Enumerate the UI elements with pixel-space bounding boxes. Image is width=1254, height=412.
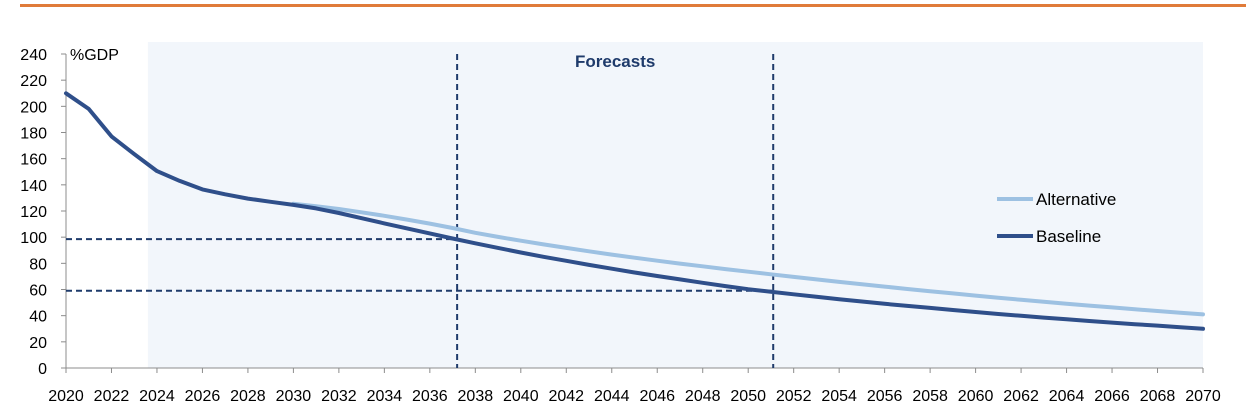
x-tick-label: 2030	[276, 388, 312, 405]
x-tick-label: 2070	[1185, 388, 1221, 405]
x-tick-label: 2022	[94, 388, 130, 405]
x-tick-label: 2054	[821, 388, 857, 405]
series-line-baseline	[64, 91, 1205, 331]
forecast-region: Forecasts	[147, 42, 1203, 368]
x-tick-label: 2068	[1140, 388, 1176, 405]
y-tick-label: 140	[20, 178, 47, 195]
x-tick-label: 2066	[1094, 388, 1130, 405]
reference-lines	[66, 54, 775, 368]
y-tick-label: 200	[20, 99, 47, 116]
x-tick-label: 2034	[367, 388, 403, 405]
x-tick-label: 2032	[321, 388, 357, 405]
y-tick-label: 40	[29, 309, 47, 326]
x-tick-label: 2028	[230, 388, 266, 405]
legend-item-alternative: Alternative	[997, 190, 1116, 209]
x-tick-label: 2064	[1049, 388, 1085, 405]
y-tick-label: 100	[20, 230, 47, 247]
y-tick-label: 80	[29, 256, 47, 273]
x-tick-label: 2040	[503, 388, 539, 405]
series-lines	[64, 91, 1205, 331]
x-axis: 2020 2022 2024 2026 2028 2030 2032 2034 2036 2038…	[48, 367, 1221, 405]
y-axis: 0 20 40 60 80 100 120 140 160 180 200 220 240	[20, 47, 67, 378]
x-tick-label: 2056	[867, 388, 903, 405]
x-tick-label: 2060	[958, 388, 994, 405]
y-tick-label: 220	[20, 73, 47, 90]
x-tick-label: 2062	[1003, 388, 1039, 405]
y-tick-label: 60	[29, 283, 47, 300]
x-tick-label: 2046	[639, 388, 675, 405]
x-tick-label: 2044	[594, 388, 630, 405]
x-tick-label: 2052	[776, 388, 812, 405]
x-tick-label: 2026	[185, 388, 221, 405]
x-tick-label: 2038	[458, 388, 494, 405]
legend-label-baseline: Baseline	[1036, 227, 1101, 246]
legend: Alternative Baseline	[997, 190, 1116, 246]
y-axis-unit-label: %GDP	[70, 47, 119, 64]
forecast-label: Forecasts	[575, 52, 655, 71]
y-tick-label: 180	[20, 126, 47, 143]
y-tick-label: 160	[20, 152, 47, 169]
x-tick-label: 2024	[139, 388, 175, 405]
y-tick-label: 120	[20, 204, 47, 221]
x-tick-label: 2050	[730, 388, 766, 405]
x-tick-label: 2020	[48, 388, 84, 405]
legend-item-baseline: Baseline	[997, 227, 1101, 246]
legend-label-alternative: Alternative	[1036, 190, 1116, 209]
series-line-alternative	[291, 201, 1205, 317]
header-rule	[20, 4, 1246, 7]
y-tick-label: 0	[38, 361, 47, 378]
x-tick-label: 2048	[685, 388, 721, 405]
y-tick-label: 240	[20, 47, 47, 64]
forecast-background	[147, 42, 1203, 368]
x-tick-label: 2036	[412, 388, 448, 405]
x-tick-label: 2042	[548, 388, 584, 405]
y-tick-label: 20	[29, 335, 47, 352]
x-tick-label: 2058	[912, 388, 948, 405]
